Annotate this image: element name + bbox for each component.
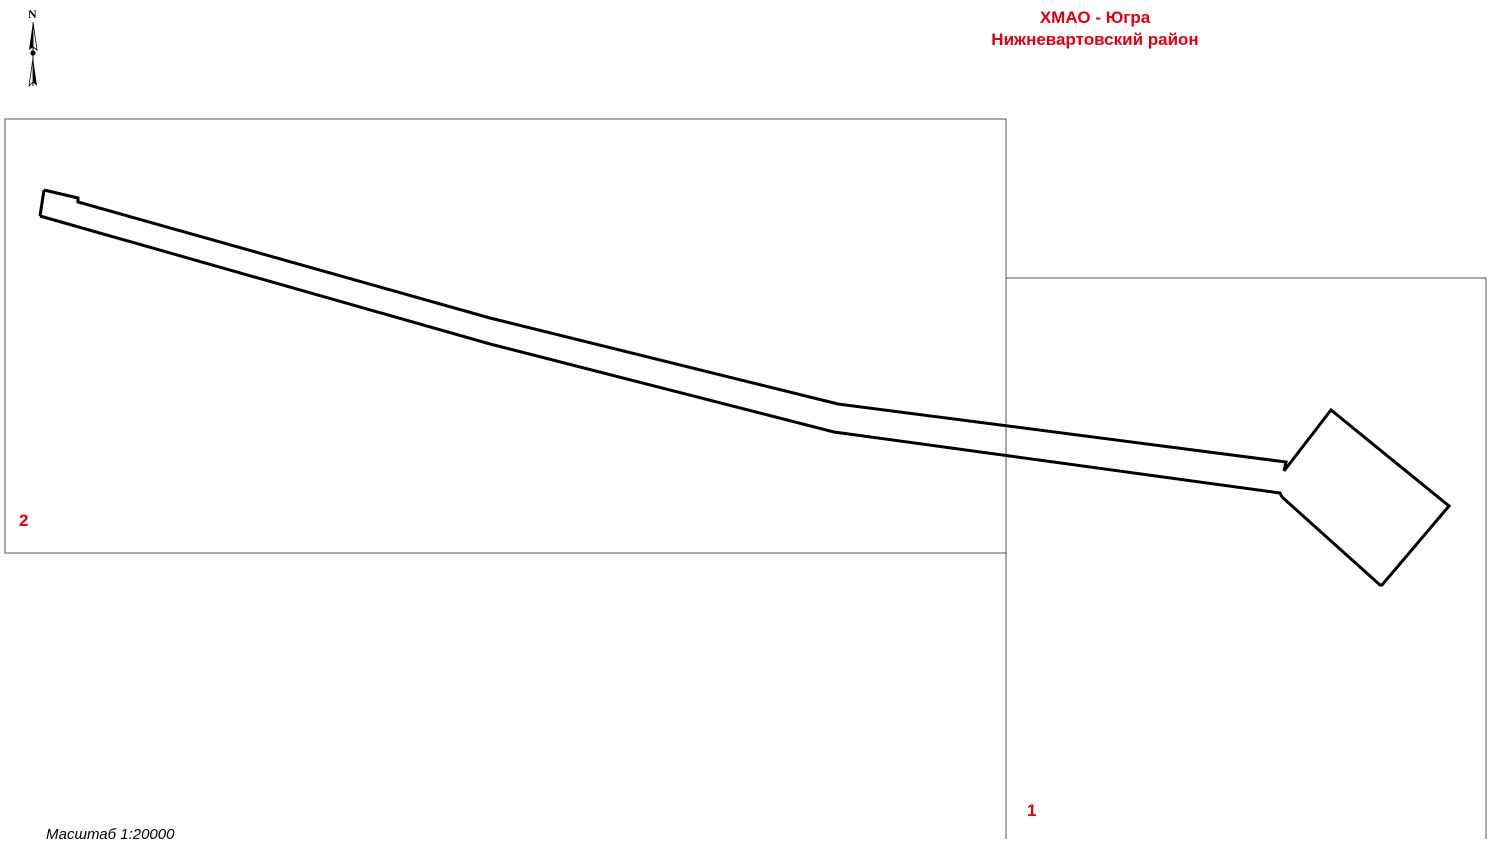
- north-arrow-icon: [28, 21, 38, 88]
- north-arrow-letter: N: [28, 7, 37, 21]
- sheet-frame-1: [1005, 277, 1487, 839]
- map-title-region: ХМАО - Югра: [1039, 8, 1151, 27]
- map-title: ХМАО - Югра Нижневартовский район: [945, 7, 1245, 51]
- sheet-number-2: 2: [19, 511, 29, 530]
- corridor-south-edge: [39, 214, 1284, 498]
- sheet-frame-2: [4, 118, 1007, 554]
- scale-label: Масштаб 1:20000: [46, 826, 175, 843]
- pad-outline: [1280, 407, 1452, 587]
- sheet-number-1: 1: [1027, 801, 1037, 820]
- corridor-end-cap: [38, 189, 46, 217]
- corridor-north-edge: [43, 188, 1288, 472]
- map-title-district: Нижневартовский район: [991, 30, 1199, 49]
